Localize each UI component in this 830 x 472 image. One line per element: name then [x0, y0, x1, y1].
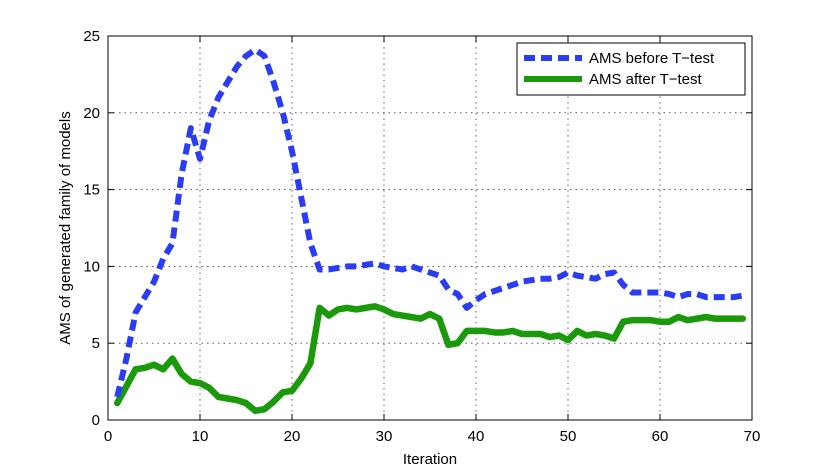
series-lines — [113, 46, 747, 415]
y-tick-label: 20 — [83, 105, 100, 122]
series-line-before — [114, 46, 744, 398]
y-tick-label: 10 — [83, 258, 100, 275]
x-tick-label: 60 — [652, 428, 669, 445]
y-axis-label: AMS of generated family of models — [57, 111, 74, 344]
x-tick-label: 40 — [468, 428, 485, 445]
x-tick-label: 0 — [104, 428, 112, 445]
x-tick-label: 10 — [192, 428, 209, 445]
axis-ticks: 0 10 20 30 40 50 60 70 0 5 10 15 20 25 — [83, 28, 760, 445]
grid — [108, 36, 752, 420]
y-tick-label: 15 — [83, 182, 100, 199]
plot-frame — [107, 35, 753, 421]
x-tick-label: 30 — [376, 428, 393, 445]
y-tick-label: 5 — [92, 335, 100, 352]
y-tick-label: 0 — [92, 412, 100, 429]
legend-box — [516, 42, 746, 96]
series-line-after — [113, 303, 747, 415]
x-tick-label: 20 — [284, 428, 301, 445]
x-axis-label: Iteration — [403, 451, 457, 468]
x-tick-label: 70 — [744, 428, 761, 445]
legend-label-after: AMS after T−test — [589, 71, 703, 88]
x-tick-label: 50 — [560, 428, 577, 445]
legend-label-before: AMS before T−test — [589, 50, 715, 67]
legend: AMS before T−test AMS after T−test — [516, 42, 746, 96]
y-tick-label: 25 — [83, 28, 100, 45]
